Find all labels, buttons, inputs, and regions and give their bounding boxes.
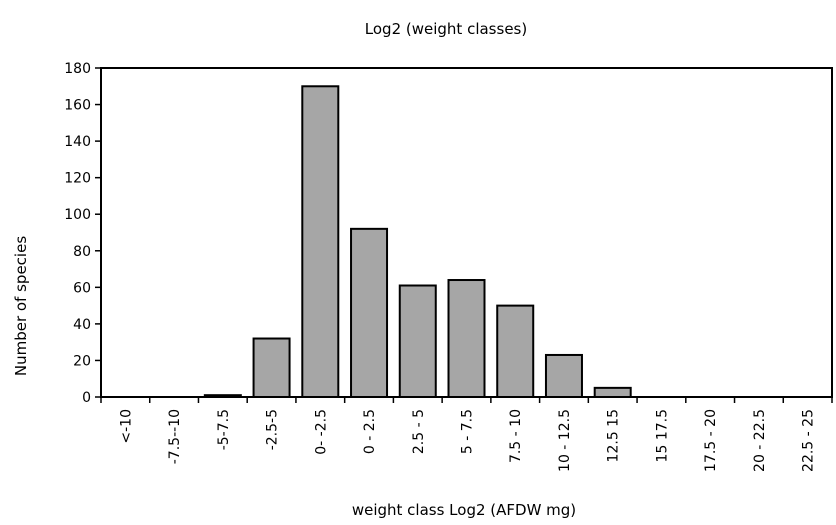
bar-5 <box>301 85 340 399</box>
bar-11 <box>593 386 632 399</box>
y-tick-label: 60 <box>73 280 91 296</box>
y-tick-label: 120 <box>64 171 91 187</box>
x-tick-label: -7.5--10 <box>167 409 183 464</box>
y-tick-label: 140 <box>64 134 91 150</box>
x-tick-label: 0- -2.5 <box>313 409 329 455</box>
bar-8 <box>447 279 486 398</box>
y-axis-label: Number of species <box>12 236 30 376</box>
x-axis-label: weight class Log2 (AFDW mg) <box>352 501 576 519</box>
bar-3 <box>203 394 242 398</box>
x-tick-label: 12.5 15 <box>606 409 622 462</box>
y-tick-label: 160 <box>64 98 91 114</box>
x-tick-label: 15 17.5 <box>654 409 670 462</box>
bar-7 <box>398 284 437 398</box>
x-tick-label: 5 - 7.5 <box>460 409 476 454</box>
x-tick-label: 22.5 - 25 <box>801 409 817 472</box>
y-tick-label: 100 <box>64 207 91 223</box>
y-tick-label: 0 <box>82 390 91 406</box>
x-tick-label: 7.5 - 10 <box>508 409 524 463</box>
x-tick-label: 20 - 22.5 <box>752 409 768 472</box>
plot-area: 0 20 40 60 80 100 120 140 160 180 <-10 -7.5--10 -5-7… <box>64 61 833 472</box>
bar-4 <box>252 337 291 398</box>
y-tick-label: 180 <box>64 61 91 77</box>
bar-10 <box>544 353 583 399</box>
x-tick-label: -5-7.5 <box>216 409 232 450</box>
x-tick-label: 0 - 2.5 <box>362 409 378 454</box>
x-tick-label: 17.5 - 20 <box>703 409 719 472</box>
x-tick-label: -2.5-5 <box>265 409 281 450</box>
bar-6 <box>350 227 389 398</box>
x-tick-label: 10 - 12.5 <box>557 409 573 472</box>
x-tick-label: 2.5 - 5 <box>411 409 427 454</box>
y-tick-label: 20 <box>73 353 91 369</box>
y-tick-label: 40 <box>73 317 91 333</box>
chart-title: Log2 (weight classes) <box>365 20 527 38</box>
x-tick-label: <-10 <box>118 409 134 444</box>
y-tick-label: 80 <box>73 244 91 260</box>
bar-9 <box>496 304 535 398</box>
